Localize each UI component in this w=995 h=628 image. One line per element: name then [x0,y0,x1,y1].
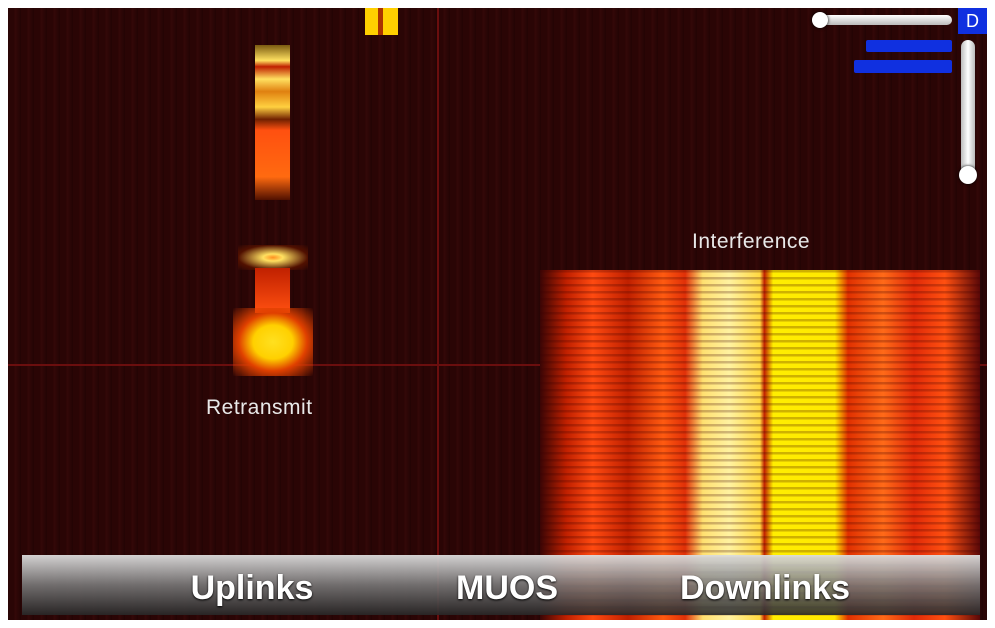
signal [365,8,398,35]
horizontal-slider[interactable] [812,15,952,25]
tab-bar: Uplinks MUOS Downlinks [22,555,980,615]
button[interactable] [866,40,952,52]
slider-knob[interactable] [959,166,977,184]
slider-knob[interactable] [812,12,828,28]
button[interactable] [854,60,952,73]
signal [255,268,290,313]
tab[interactable]: MUOS [456,569,558,607]
tab[interactable]: Uplinks [190,569,314,607]
grid-line [437,8,439,620]
signal [233,308,313,376]
waterfall-display: Retransmit Interference D Uplinks MUOS D… [8,8,987,620]
signal [238,245,308,270]
vertical-slider[interactable] [961,40,975,182]
annotation: Interference [692,230,811,253]
tab[interactable]: Downlinks [679,569,851,607]
annotation: Retransmit [206,396,313,419]
mode-button[interactable]: D [958,8,987,34]
grid-line [8,364,987,366]
signal [255,45,290,200]
